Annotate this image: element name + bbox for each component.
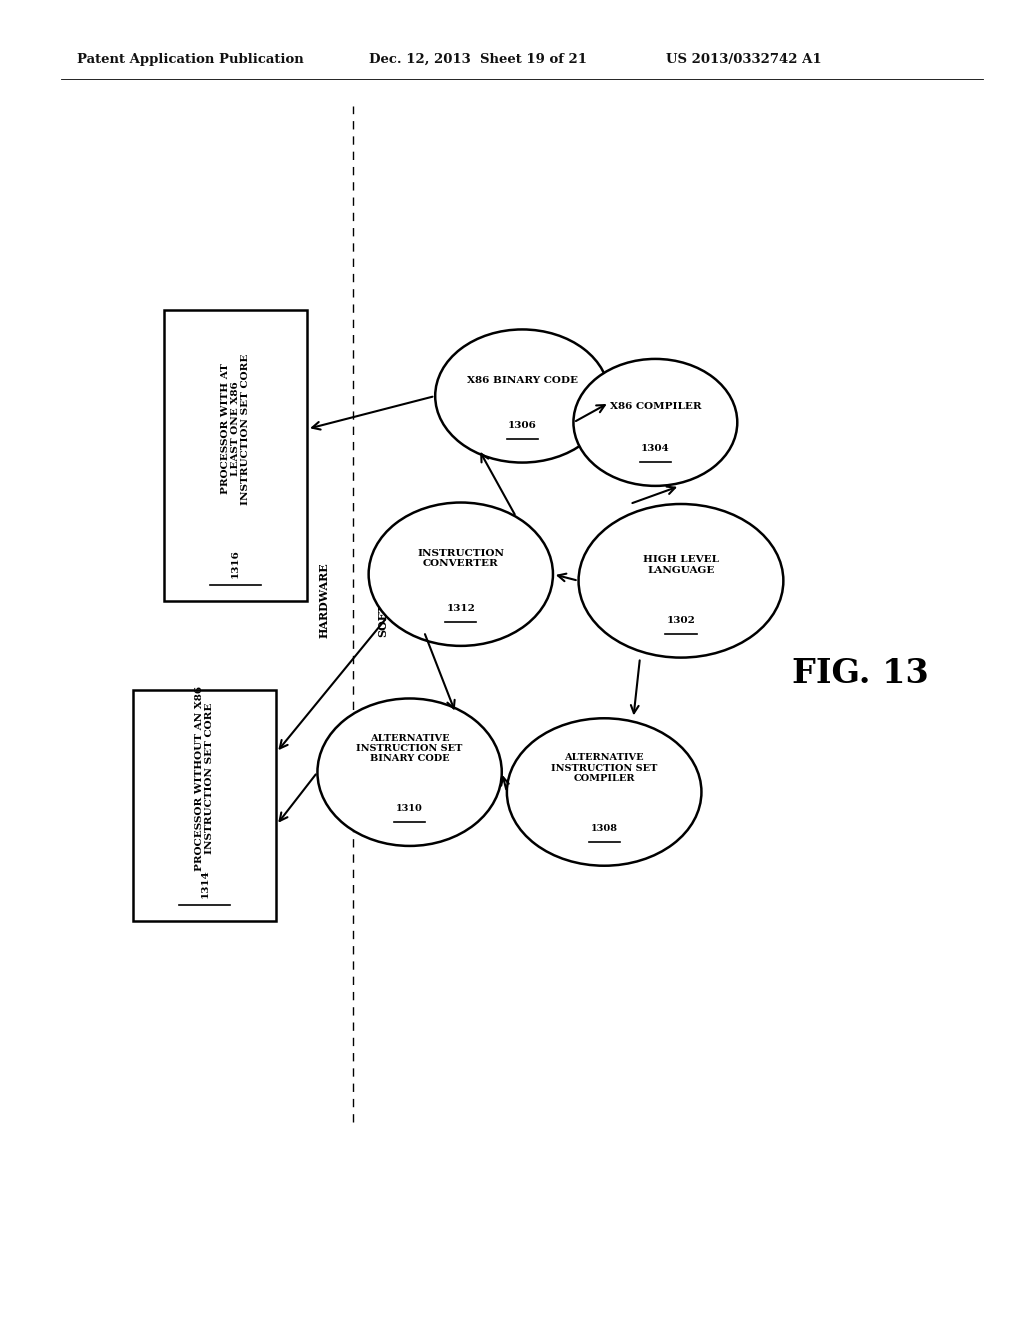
Text: 1310: 1310 — [396, 804, 423, 813]
Ellipse shape — [573, 359, 737, 486]
Text: 1314: 1314 — [201, 870, 209, 898]
Text: 1316: 1316 — [231, 549, 240, 578]
Text: PROCESSOR WITHOUT AN X86
INSTRUCTION SET CORE: PROCESSOR WITHOUT AN X86 INSTRUCTION SET… — [196, 686, 214, 871]
Text: SOFTWARE: SOFTWARE — [378, 565, 388, 636]
Text: US 2013/0332742 A1: US 2013/0332742 A1 — [666, 53, 821, 66]
Text: 1312: 1312 — [446, 605, 475, 614]
Text: X86 BINARY CODE: X86 BINARY CODE — [467, 376, 578, 384]
Text: X86 COMPILER: X86 COMPILER — [609, 403, 701, 411]
Text: PROCESSOR WITH AT
LEAST ONE X86
INSTRUCTION SET CORE: PROCESSOR WITH AT LEAST ONE X86 INSTRUCT… — [220, 354, 251, 504]
Text: ALTERNATIVE
INSTRUCTION SET
COMPILER: ALTERNATIVE INSTRUCTION SET COMPILER — [551, 754, 657, 783]
Ellipse shape — [579, 504, 783, 657]
Text: FIG. 13: FIG. 13 — [792, 657, 929, 689]
Text: Patent Application Publication: Patent Application Publication — [77, 53, 303, 66]
Ellipse shape — [435, 330, 609, 462]
Ellipse shape — [507, 718, 701, 866]
Bar — [133, 689, 276, 921]
Text: HIGH LEVEL
LANGUAGE: HIGH LEVEL LANGUAGE — [643, 556, 719, 574]
Text: INSTRUCTION
CONVERTER: INSTRUCTION CONVERTER — [418, 549, 504, 568]
Bar — [164, 310, 307, 601]
Ellipse shape — [369, 503, 553, 645]
Text: ALTERNATIVE
INSTRUCTION SET
BINARY CODE: ALTERNATIVE INSTRUCTION SET BINARY CODE — [356, 734, 463, 763]
Text: 1304: 1304 — [641, 445, 670, 454]
Text: HARDWARE: HARDWARE — [318, 562, 329, 639]
Text: 1308: 1308 — [591, 824, 617, 833]
Text: 1302: 1302 — [667, 616, 695, 626]
Text: Dec. 12, 2013  Sheet 19 of 21: Dec. 12, 2013 Sheet 19 of 21 — [369, 53, 587, 66]
Text: 1306: 1306 — [508, 421, 537, 430]
Ellipse shape — [317, 698, 502, 846]
